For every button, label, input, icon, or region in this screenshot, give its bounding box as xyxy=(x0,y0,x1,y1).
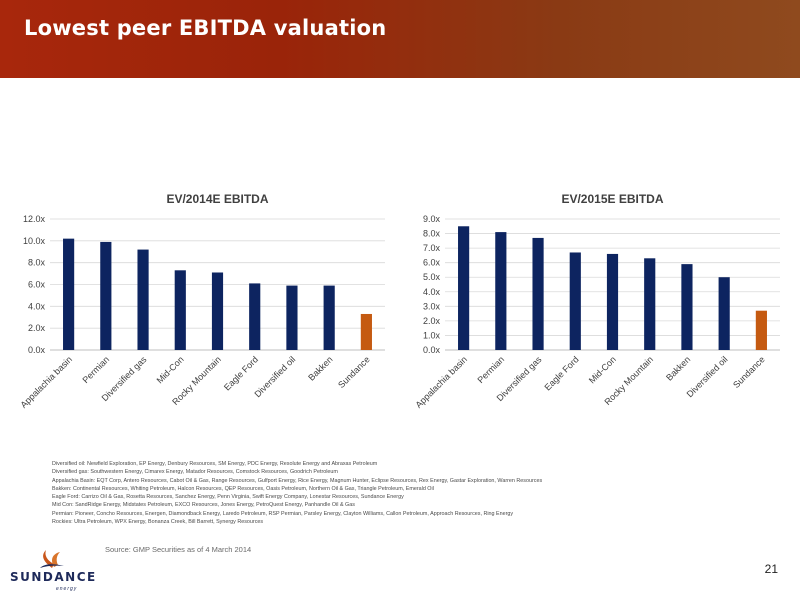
bar xyxy=(286,285,298,350)
peer-group-notes: Diversified oil: Newfield Exploration, E… xyxy=(52,460,752,526)
bar xyxy=(63,238,75,350)
bar xyxy=(569,252,581,350)
note-line: Permian: Pioneer, Concho Resources, Ener… xyxy=(52,510,514,517)
sundance-logo: SUNDANCE energy xyxy=(10,548,95,594)
chart-ev-2015e-ebitda: EV/2015E EBITDA 0.0x 1.0x 2.0x 3.0x 4.0x 5.0x 6… xyxy=(405,185,795,420)
x-tick-label: Mid-Con xyxy=(587,354,618,385)
x-tick-label: Sundance xyxy=(731,354,767,390)
y-tick-label: 9.0x xyxy=(423,214,441,224)
x-tick-label: Sundance xyxy=(336,354,372,390)
y-tick-label: 2.0x xyxy=(28,323,46,333)
x-tick-label: Permian xyxy=(80,354,111,385)
page-number: 21 xyxy=(764,562,778,576)
x-tick-label: Permian xyxy=(475,354,506,385)
x-tick-label: Bakken xyxy=(664,354,692,382)
note-line: Bakken: Continental Resources, Whiting P… xyxy=(52,485,434,492)
bar xyxy=(532,237,544,350)
y-tick-label: 7.0x xyxy=(423,243,441,253)
bar xyxy=(495,232,507,350)
chart-title: EV/2015E EBITDA xyxy=(561,192,663,206)
note-line: Appalachia Basin: EQT Corp, Antero Resou… xyxy=(52,477,543,484)
bar xyxy=(323,285,335,350)
logo-tagline: energy xyxy=(56,586,78,592)
x-tick-label: Appalachia basin xyxy=(413,354,469,410)
chart-svg: EV/2015E EBITDA 0.0x 1.0x 2.0x 3.0x 4.0x 5.0x 6… xyxy=(413,192,780,410)
y-tick-label: 2.0x xyxy=(423,316,441,326)
bar xyxy=(755,310,767,350)
y-tick-label: 6.0x xyxy=(423,258,441,268)
bar xyxy=(606,253,619,350)
bar xyxy=(458,226,470,350)
sunburst-icon xyxy=(40,550,64,568)
chart-svg: EV/2014E EBITDA 0.0x 2.0x 4.0x 6.0x 8.0x 10.0x… xyxy=(18,192,385,410)
bar xyxy=(360,313,372,350)
source-note: Source: GMP Securities as of 4 March 201… xyxy=(105,545,252,554)
y-tick-label: 10.0x xyxy=(23,236,46,246)
y-tick-label: 0.0x xyxy=(423,345,441,355)
chart-ev-2014e-ebitda: EV/2014E EBITDA 0.0x 2.0x 4.0x 6.0x 8.0x 10.0x… xyxy=(10,185,400,420)
x-tick-label: Eagle Ford xyxy=(542,354,580,392)
y-tick-label: 0.0x xyxy=(28,345,46,355)
note-line: Diversified gas: Southwestern Energy, Ci… xyxy=(52,469,338,476)
bar xyxy=(249,283,261,350)
chart-title: EV/2014E EBITDA xyxy=(166,192,268,206)
x-tick-label: Mid-Con xyxy=(155,354,186,385)
y-tick-label: 8.0x xyxy=(423,229,441,239)
bar xyxy=(100,241,112,350)
title-banner: Lowest peer EBITDA valuation xyxy=(0,0,800,78)
bar xyxy=(681,264,693,350)
bar xyxy=(718,277,730,350)
note-line: Rockies: Ultra Petroleum, WPX Energy, Bo… xyxy=(52,519,264,526)
bar xyxy=(644,258,656,350)
y-tick-label: 8.0x xyxy=(28,258,46,268)
x-tick-label: Eagle Ford xyxy=(222,354,260,392)
logo-wordmark: SUNDANCE xyxy=(10,570,97,584)
y-tick-label: 4.0x xyxy=(28,301,46,311)
bar xyxy=(137,249,149,350)
y-tick-label: 6.0x xyxy=(28,280,46,290)
page-title: Lowest peer EBITDA valuation xyxy=(24,16,387,40)
y-tick-label: 12.0x xyxy=(23,214,46,224)
y-tick-label: 1.0x xyxy=(423,330,441,340)
x-tick-label: Appalachia basin xyxy=(18,354,74,410)
x-tick-label: Bakken xyxy=(306,354,334,382)
note-line: Diversified oil: Newfield Exploration, E… xyxy=(52,461,378,467)
y-tick-label: 3.0x xyxy=(423,301,441,311)
note-line: Eagle Ford: Carrizo Oil & Gas, Rosetta R… xyxy=(52,494,404,501)
bar xyxy=(211,272,224,350)
bar xyxy=(174,270,186,350)
y-tick-label: 4.0x xyxy=(423,287,441,297)
y-tick-label: 5.0x xyxy=(423,272,441,282)
note-line: Mid Con: SandRidge Energy, Midstates Pet… xyxy=(52,502,355,509)
